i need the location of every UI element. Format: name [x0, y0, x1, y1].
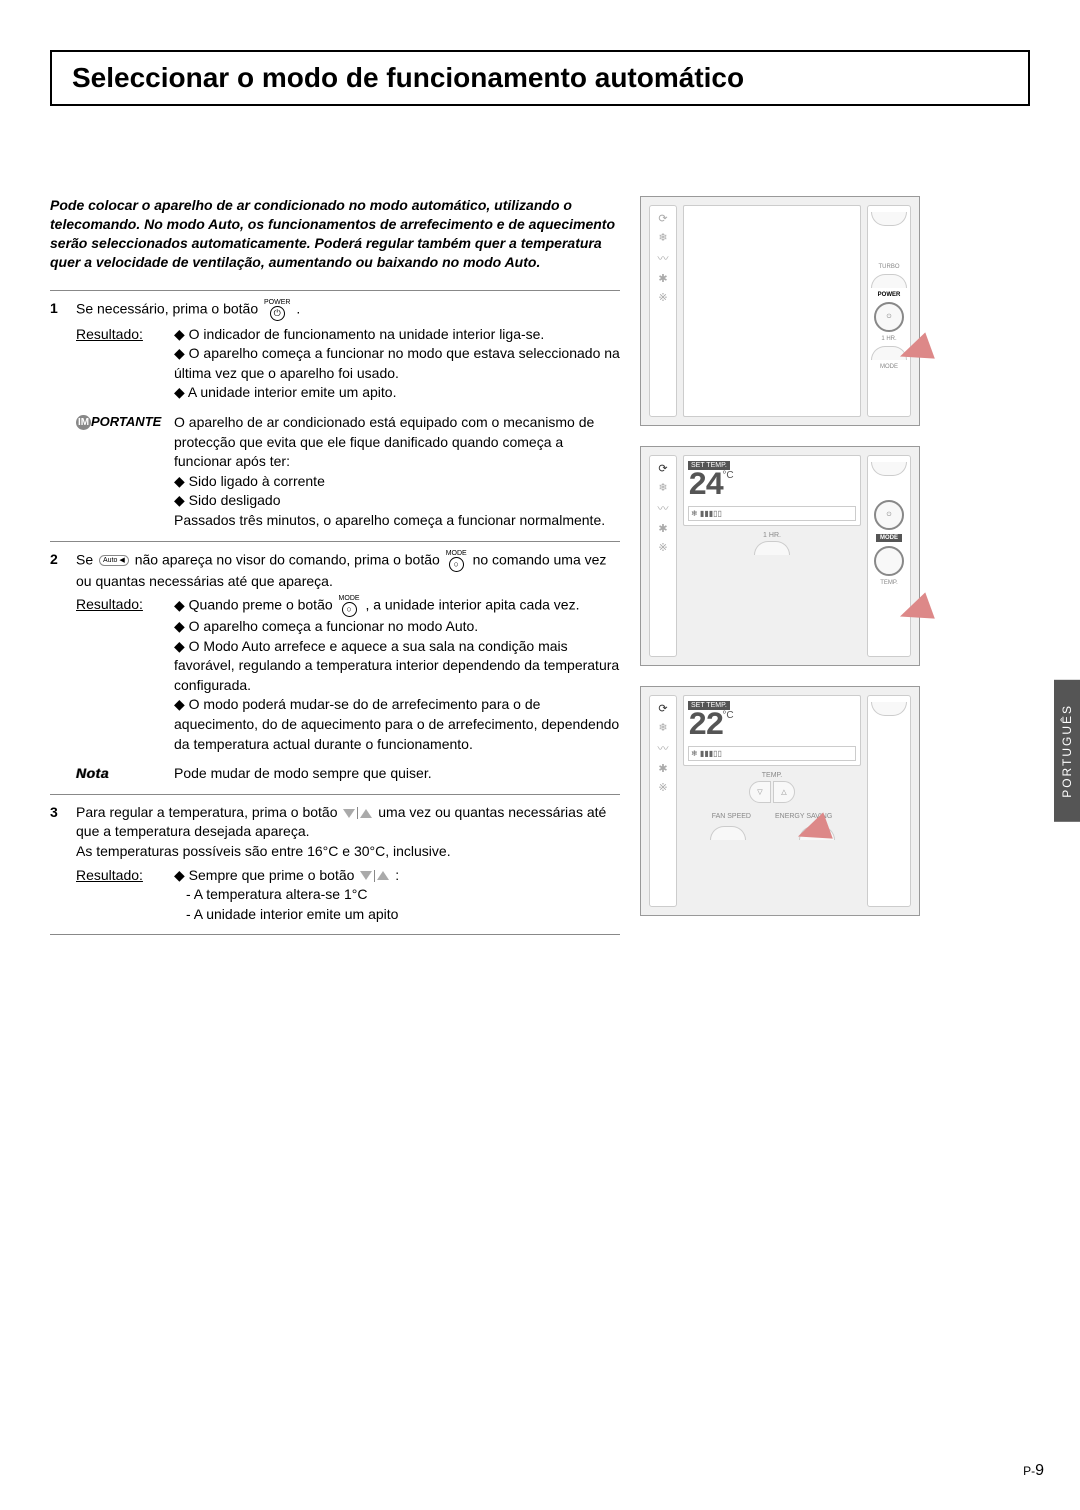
button-strip: TURBO POWER ⏻ 1 HR. MODE [867, 205, 911, 417]
result-label: Resultado: [76, 325, 164, 403]
lcd-blank [683, 205, 861, 417]
button-strip [867, 695, 911, 907]
temp-down-button[interactable]: ▽ [749, 781, 771, 803]
important-label: IMPORTANTE [76, 413, 164, 531]
page-title: Seleccionar o modo de funcionamento auto… [72, 62, 1008, 94]
mode-strip: ⟳❄〰✱※ [649, 695, 677, 907]
temp-up-button[interactable]: △ [773, 781, 795, 803]
lcd-display: SET TEMP. 24 °C ❄ ▮▮▮▯▯ [683, 455, 861, 526]
remote-panel-2: ⟳❄〰✱※ SET TEMP. 24 °C ❄ ▮▮▮▯▯ 1 HR. [640, 446, 920, 666]
step-number: 3 [50, 803, 64, 925]
steps-list: 1 Se necessário, prima o botão POWER ⏻ .… [50, 290, 620, 936]
text-column: Pode colocar o aparelho de ar condiciona… [50, 196, 620, 936]
step-body: Se necessário, prima o botão POWER ⏻ . R… [76, 299, 620, 531]
step-2: 2 Se Auto◀ não apareça no visor do coman… [50, 542, 620, 795]
step-1: 1 Se necessário, prima o botão POWER ⏻ .… [50, 291, 620, 542]
step-number: 1 [50, 299, 64, 531]
mode-icon: MODE ○ [446, 550, 467, 572]
remote-panel-3: ⟳❄〰✱※ SET TEMP. 22 °C ❄ ▮▮▮▯▯ TEMP. [640, 686, 920, 916]
page: Seleccionar o modo de funcionamento auto… [0, 0, 1080, 1510]
language-tab: PORTUGUÊS [1054, 680, 1080, 822]
page-number: P-9 [1023, 1462, 1044, 1480]
power-button[interactable]: ⏻ [874, 302, 904, 332]
remote-panel-1: ⟳❄〰✱※ TURBO POWER ⏻ 1 HR. MODE [640, 196, 920, 426]
temp-arrows-icon [360, 870, 389, 882]
title-box: Seleccionar o modo de funcionamento auto… [50, 50, 1030, 106]
fan-speed-button[interactable] [710, 826, 746, 840]
mode-strip: ⟳❄〰✱※ [649, 205, 677, 417]
important-bullets: Sido ligado à corrente Sido desligado [174, 472, 620, 511]
step-3: 3 Para regular a temperatura, prima o bo… [50, 795, 620, 936]
lcd-display: SET TEMP. 22 °C ❄ ▮▮▮▯▯ [683, 695, 861, 766]
mode-button[interactable] [874, 546, 904, 576]
note-label: Nota [76, 764, 164, 784]
result-label: Resultado: [76, 866, 164, 925]
mode-icon: MODE ○ [339, 595, 360, 617]
power-button[interactable]: ⏻ [874, 500, 904, 530]
step-number: 2 [50, 550, 64, 784]
auto-badge-icon: Auto◀ [99, 555, 129, 567]
mode-strip: ⟳❄〰✱※ [649, 455, 677, 657]
step-text: Se necessário, prima o botão [76, 300, 258, 316]
result-label: Resultado: [76, 595, 164, 754]
intro-text: Pode colocar o aparelho de ar condiciona… [50, 196, 620, 272]
temp-arrows-icon [343, 807, 372, 819]
power-icon: POWER ⏻ [264, 299, 290, 321]
content-row: Pode colocar o aparelho de ar condiciona… [50, 196, 1050, 936]
result-bullets: O indicador de funcionamento na unidade … [174, 325, 620, 403]
illustration-column: ⟳❄〰✱※ TURBO POWER ⏻ 1 HR. MODE [640, 196, 920, 936]
